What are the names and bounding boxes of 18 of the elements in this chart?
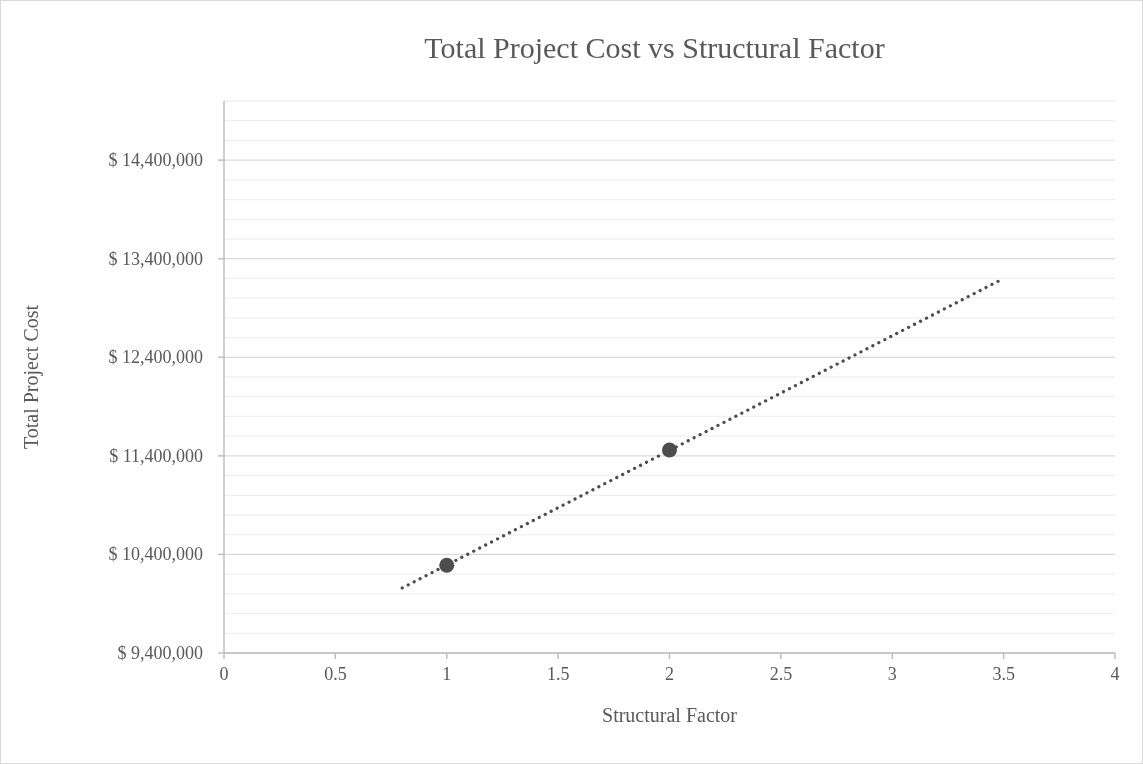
x-tick-label: 3.5 bbox=[992, 664, 1015, 684]
y-tick-label: $ 13,400,000 bbox=[108, 248, 203, 269]
x-tick-label: 2.5 bbox=[769, 664, 793, 684]
chart-title: Total Project Cost vs Structural Factor bbox=[424, 31, 885, 64]
x-tick-label: 0.5 bbox=[324, 664, 347, 684]
y-tick-label: $ 10,400,000 bbox=[108, 544, 203, 565]
y-tick-label: $ 14,400,000 bbox=[108, 150, 203, 171]
x-tick-label: 0 bbox=[219, 664, 229, 684]
y-axis-title: Total Project Cost bbox=[20, 304, 43, 450]
x-tick-label: 3 bbox=[887, 664, 897, 684]
x-tick-label: 2 bbox=[665, 664, 674, 684]
x-tick-label: 1.5 bbox=[546, 664, 570, 684]
y-tick-label: $ 12,400,000 bbox=[108, 347, 203, 368]
y-tick-label: $ 11,400,000 bbox=[109, 445, 203, 466]
x-axis-title: Structural Factor bbox=[602, 704, 738, 726]
x-tick-label: 4 bbox=[1110, 664, 1120, 684]
y-tick-label: $ 9,400,000 bbox=[117, 643, 203, 663]
x-tick-label: 1 bbox=[442, 664, 452, 684]
